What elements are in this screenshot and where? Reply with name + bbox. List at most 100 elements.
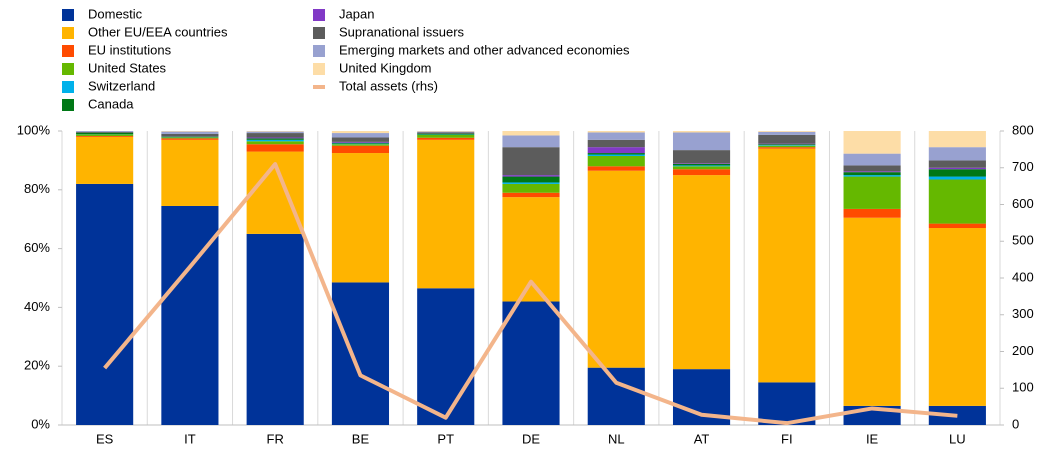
legend-label: Switzerland (88, 78, 155, 93)
bar-segment (332, 143, 389, 144)
bar-segment (76, 131, 133, 132)
x-tick-label: FI (781, 431, 793, 446)
bar-segment (588, 155, 645, 156)
y2-tick-label: 0 (1012, 416, 1019, 431)
bar-segment (161, 132, 218, 134)
y2-tick-label: 800 (1012, 122, 1034, 137)
bar-segment (588, 147, 645, 153)
bar-segment (332, 144, 389, 145)
legend-swatch (313, 9, 325, 21)
legend-swatch (62, 81, 74, 93)
bar-segment (502, 193, 559, 197)
bar-segment (502, 197, 559, 301)
y-tick-label: 80% (24, 181, 50, 196)
bar-segment (76, 132, 133, 133)
legend-swatch (313, 45, 325, 57)
bar-segment (247, 144, 304, 151)
bar-segment (247, 138, 304, 139)
bar-segment (417, 140, 474, 288)
bar-segment (758, 145, 815, 146)
bar-segment (417, 132, 474, 133)
legend-swatch (62, 9, 74, 21)
bar-segment (588, 368, 645, 425)
bar-segment (673, 150, 730, 163)
bar-segment (161, 137, 218, 138)
bar-segment (673, 163, 730, 164)
bar-segment (161, 140, 218, 206)
bar-segment (588, 140, 645, 147)
bar-segment (247, 137, 304, 138)
bar-segment (844, 131, 901, 154)
bar-segment (673, 175, 730, 369)
bar-segment (758, 147, 815, 148)
bar-segment (417, 135, 474, 138)
legend-swatch (62, 27, 74, 39)
legend-label: Canada (88, 96, 134, 111)
x-tick-label: ES (96, 431, 114, 446)
bar-segment (161, 137, 218, 138)
bar-segment (502, 175, 559, 176)
bar-segment (588, 171, 645, 368)
y-tick-label: 40% (24, 299, 50, 314)
bar-segment (161, 134, 218, 136)
x-tick-label: FR (267, 431, 284, 446)
bar-segment (417, 134, 474, 135)
bar-segment (247, 140, 304, 141)
legend-label: Japan (339, 6, 374, 21)
bar-segment (758, 132, 815, 135)
x-tick-label: PT (437, 431, 454, 446)
bar-segment (417, 288, 474, 425)
legend-swatch (62, 63, 74, 75)
bar-segment (758, 146, 815, 147)
bar-segment (417, 132, 474, 133)
y-tick-label: 60% (24, 240, 50, 255)
bar-segment (929, 131, 986, 147)
bar-segment (247, 132, 304, 133)
bar-segment (758, 144, 815, 145)
x-tick-label: IE (866, 431, 879, 446)
bar-segment (588, 131, 645, 132)
bar-segment (502, 182, 559, 183)
bar-segment (673, 164, 730, 165)
y2-tick-label: 400 (1012, 269, 1034, 284)
legend-swatch (62, 45, 74, 57)
bar-segment (929, 177, 986, 180)
bar-segment (332, 153, 389, 282)
bar-segment (673, 132, 730, 150)
bar-segment (161, 138, 218, 139)
bar-segment (844, 154, 901, 166)
y2-tick-label: 300 (1012, 306, 1034, 321)
y2-tick-label: 600 (1012, 196, 1034, 211)
bar-segment (161, 206, 218, 425)
bar-segment (332, 142, 389, 143)
legend-label: Other EU/EEA countries (88, 24, 228, 39)
x-tick-label: BE (352, 431, 370, 446)
bar-segment (929, 224, 986, 228)
bar-segment (332, 282, 389, 425)
bar-segment (332, 137, 389, 141)
y-tick-label: 0% (31, 416, 50, 431)
bar-segment (161, 131, 218, 132)
bar-segment (247, 133, 304, 137)
bar-segment (844, 209, 901, 218)
y2-tick-label: 200 (1012, 343, 1034, 358)
bar-segment (332, 133, 389, 137)
y-tick-label: 100% (17, 122, 51, 137)
y2-tick-label: 100 (1012, 380, 1034, 395)
bar-segment (844, 165, 901, 171)
bar-segment (588, 132, 645, 139)
bar-segment (673, 165, 730, 166)
bar-segment (758, 135, 815, 144)
bar-segment (844, 172, 901, 175)
bar-segment (76, 184, 133, 425)
legend-label: Emerging markets and other advanced econ… (339, 42, 630, 57)
bar-segment (247, 131, 304, 132)
y2-tick-label: 700 (1012, 159, 1034, 174)
bar-segment (929, 228, 986, 406)
bar-segment (673, 169, 730, 175)
bar-segment (332, 144, 389, 145)
x-tick-label: NL (608, 431, 625, 446)
y-tick-label: 20% (24, 358, 50, 373)
bar-segment (247, 234, 304, 425)
